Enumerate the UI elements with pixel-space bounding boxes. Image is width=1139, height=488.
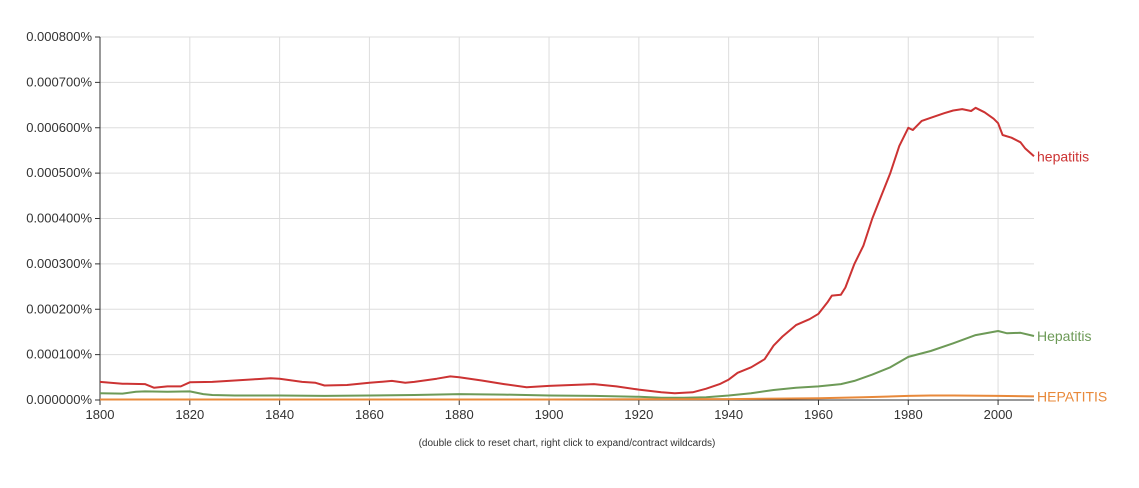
- x-tick-label: 1900: [535, 407, 564, 422]
- x-tick-label: 1960: [804, 407, 833, 422]
- y-tick-label: 0.000800%: [26, 29, 92, 44]
- series-label-hepatitis: HEPATITIS: [1037, 388, 1107, 404]
- y-tick-label: 0.000100%: [26, 347, 92, 362]
- x-tick-label: 2000: [984, 407, 1013, 422]
- chart-footnote: (double click to reset chart, right clic…: [419, 438, 716, 449]
- series-label-hepatitis: Hepatitis: [1037, 328, 1091, 344]
- series-labels: hepatitis Hepatitis HEPATITIS: [1037, 148, 1107, 404]
- y-tick-label: 0.000000%: [26, 392, 92, 407]
- y-tick-label: 0.000200%: [26, 301, 92, 316]
- series-label-hepatitis: hepatitis: [1037, 148, 1089, 164]
- y-tick-label: 0.000600%: [26, 120, 92, 135]
- series-line-hepatitis[interactable]: [100, 394, 1035, 401]
- x-tick-label: 1840: [265, 407, 294, 422]
- series-lines: [99, 106, 1035, 401]
- series-line-hepatitis[interactable]: [99, 330, 1035, 399]
- y-tick-label: 0.000400%: [26, 211, 92, 226]
- y-axis-ticks: 0.000000% 0.000100% 0.000200% 0.000300% 0.00…: [26, 29, 100, 407]
- x-tick-label: 1920: [624, 407, 653, 422]
- grid-lines: [100, 36, 1034, 400]
- y-tick-label: 0.000700%: [26, 74, 92, 89]
- x-tick-label: 1860: [355, 407, 384, 422]
- x-tick-label: 1820: [175, 407, 204, 422]
- y-tick-label: 0.000300%: [26, 256, 92, 271]
- x-tick-label: 1980: [894, 407, 923, 422]
- series-line-hepatitis[interactable]: [99, 106, 1035, 395]
- y-tick-label: 0.000500%: [26, 165, 92, 180]
- x-tick-label: 1880: [445, 407, 474, 422]
- x-tick-label: 1940: [714, 407, 743, 422]
- x-axis-ticks: 1800 1820 1840 1860 1880 1900 1920 1940 1960 1980…: [86, 400, 1013, 422]
- x-tick-label: 1800: [86, 407, 115, 422]
